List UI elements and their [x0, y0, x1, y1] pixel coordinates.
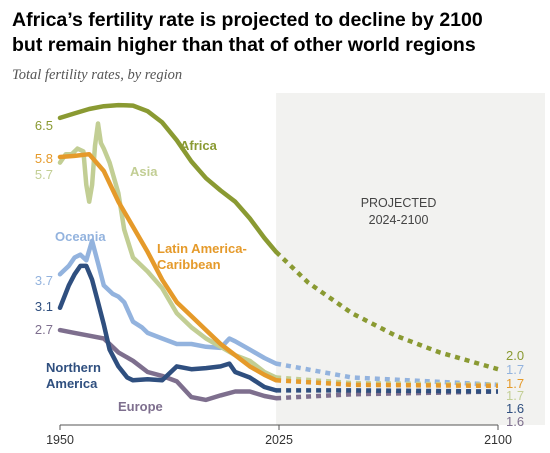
chart-subtitle: Total fertility rates, by region: [12, 67, 183, 83]
series-projected-northern-america: [276, 388, 499, 394]
series-line-oceania: [57, 238, 279, 366]
title-line: Africa’s fertility rate is projected to …: [12, 9, 483, 31]
series-name-label: Asia: [130, 164, 158, 179]
start-value-label: 5.7: [35, 167, 53, 182]
end-value-label: 1.7: [506, 388, 524, 403]
title-line: but remain higher than that of other wor…: [12, 34, 476, 56]
x-tick-label: 2025: [265, 433, 293, 447]
x-tick-label: 1950: [46, 433, 74, 447]
series-name-label: Europe: [118, 399, 163, 414]
projection-label: 2024-2100: [369, 213, 429, 227]
series-name-label: America: [46, 376, 98, 391]
end-value-label: 1.6: [506, 401, 524, 416]
x-tick-label: 2100: [484, 433, 512, 447]
series-name-label: Latin America-: [157, 241, 247, 256]
series-name-label: Africa: [180, 138, 218, 153]
series-projected-africa: [274, 250, 499, 372]
start-value-label: 3.7: [35, 273, 53, 288]
series-projected-latin-america-caribbean: [275, 378, 499, 389]
series-line-northern-america: [57, 263, 279, 393]
end-value-label: 1.6: [506, 414, 524, 429]
start-value-label: 5.8: [35, 151, 53, 166]
end-value-label: 1.7: [506, 376, 524, 391]
end-value-label: 2.0: [506, 348, 524, 363]
series-line-latin-america-caribbean: [57, 151, 279, 383]
end-value-label: 1.7: [506, 362, 524, 377]
series-name-label: Oceania: [55, 229, 106, 244]
series-name-label: Northern: [46, 360, 101, 375]
start-value-label: 3.1: [35, 299, 53, 314]
series-line-africa: [57, 102, 279, 255]
projection-label: PROJECTED: [361, 196, 437, 210]
projection-region: [276, 93, 545, 425]
series-line-europe: [57, 327, 279, 403]
series-name-label: Caribbean: [157, 257, 221, 272]
start-value-label: 2.7: [35, 322, 53, 337]
start-value-label: 6.5: [35, 118, 53, 133]
chart-title: Africa’s fertility rate is projected to …: [12, 8, 542, 58]
